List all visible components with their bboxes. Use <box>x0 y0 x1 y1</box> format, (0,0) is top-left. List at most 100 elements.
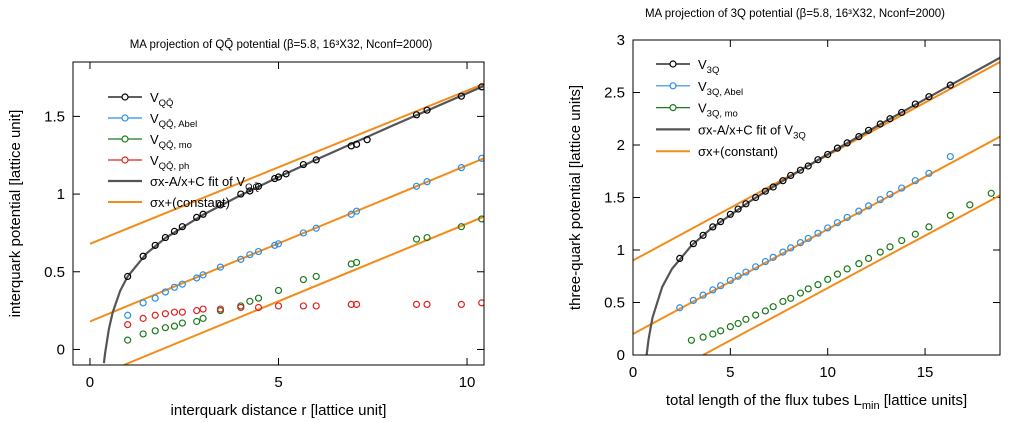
y-tick-label: 3 <box>617 32 625 49</box>
data-point <box>726 276 734 285</box>
legend-label-sub: 3Q, mo <box>707 109 738 120</box>
y-tick-label: 1.5 <box>44 108 65 125</box>
legend-marker <box>669 82 677 90</box>
legend-label-text: V <box>150 132 159 147</box>
data-point <box>423 178 431 186</box>
data-point <box>216 305 225 313</box>
data-point <box>124 321 132 329</box>
data-point <box>876 196 884 204</box>
data-point <box>911 177 919 185</box>
data-point <box>299 229 307 237</box>
data-point <box>161 233 169 242</box>
plot-frame <box>632 39 1001 356</box>
data-point <box>423 233 431 242</box>
legend-marker <box>669 60 677 68</box>
data-point <box>254 294 263 302</box>
x-axis-label-text: total length of the flux tubes L <box>666 392 862 409</box>
data-point <box>843 265 851 273</box>
data-point <box>717 218 725 226</box>
legend-label-text: σx+(constant) <box>150 195 230 210</box>
data-point <box>151 311 159 319</box>
data-point <box>237 255 245 263</box>
data-point <box>734 272 742 280</box>
data-point <box>946 211 954 219</box>
chart-title: MA projection of QQ̄ potential (β=5.8, 1… <box>130 38 433 51</box>
legend-label-text: σx-A/x+C fit of V <box>150 174 245 189</box>
data-point <box>299 160 307 169</box>
data-point <box>787 171 795 180</box>
data-point <box>347 210 355 218</box>
data-point <box>796 239 805 247</box>
x-tick-label: 0 <box>86 374 94 391</box>
legend-label: σx+(constant) <box>150 195 230 210</box>
data-point <box>814 229 822 237</box>
data-point <box>769 303 777 311</box>
y-axis-label: three-quark potential [lattice units] <box>567 85 584 310</box>
data-point <box>824 275 832 283</box>
data-point <box>676 304 684 312</box>
legend-label: VQQ̄ <box>150 90 173 109</box>
data-point <box>312 302 320 310</box>
data-point <box>199 210 207 218</box>
data-point <box>864 126 873 134</box>
data-point <box>352 300 361 308</box>
data-point <box>457 300 465 308</box>
data-point <box>687 336 696 344</box>
y-tick-label: 1 <box>617 242 625 259</box>
data-point <box>855 133 863 141</box>
x-axis-label: total length of the flux tubes Lmin [lat… <box>666 392 967 412</box>
data-point <box>769 253 777 261</box>
legend-label-sub: QQ̄ <box>245 182 260 193</box>
data-point <box>178 308 186 316</box>
data-point <box>717 327 725 335</box>
data-point <box>886 115 894 123</box>
legend-label: VQQ̄, Abel <box>150 111 197 130</box>
legend-label-text: V <box>150 111 159 126</box>
legend-label-text: σx-A/x+C fit of V <box>698 122 793 137</box>
legend-marker <box>121 114 129 122</box>
data-point <box>254 182 263 190</box>
data-point <box>139 299 147 307</box>
data-point <box>804 285 812 293</box>
legend-label-sub: QQ̄, ph <box>159 161 190 172</box>
legend-label-text: V <box>150 90 159 105</box>
data-point <box>457 223 465 231</box>
data-point <box>457 92 465 100</box>
data-point <box>699 333 707 341</box>
y-tick-label: 0 <box>57 341 65 358</box>
data-point <box>271 174 279 183</box>
data-point <box>178 319 186 327</box>
plot-area <box>89 82 484 365</box>
data-point <box>804 162 812 170</box>
data-point <box>246 297 254 305</box>
data-point <box>699 231 707 239</box>
legend-marker <box>121 156 129 164</box>
data-point <box>170 227 179 235</box>
data-point <box>752 311 760 319</box>
legend-label-text: V <box>150 153 159 168</box>
linear-fit-line <box>123 215 484 365</box>
data-point <box>412 182 421 190</box>
legend-label-text: V <box>698 101 707 116</box>
data-point <box>752 263 760 271</box>
data-point <box>282 170 290 178</box>
y-axis-label: interquark potential [lattice unit] <box>7 110 24 318</box>
legend-label: VQQ̄, mo <box>150 132 192 151</box>
panel: MA projection of 3Q potential (β=5.8, 16… <box>567 8 1001 412</box>
data-point <box>199 314 207 322</box>
panel: MA projection of QQ̄ potential (β=5.8, 1… <box>7 38 485 419</box>
data-point <box>779 297 787 306</box>
data-point <box>987 189 995 197</box>
data-point <box>363 136 371 144</box>
data-point <box>271 241 279 249</box>
data-point <box>787 244 795 252</box>
data-point <box>193 213 201 221</box>
data-point <box>833 219 842 227</box>
data-point <box>796 289 805 297</box>
data-point <box>312 156 320 164</box>
data-point <box>124 336 132 344</box>
data-point <box>412 300 421 308</box>
data-point <box>742 268 750 276</box>
